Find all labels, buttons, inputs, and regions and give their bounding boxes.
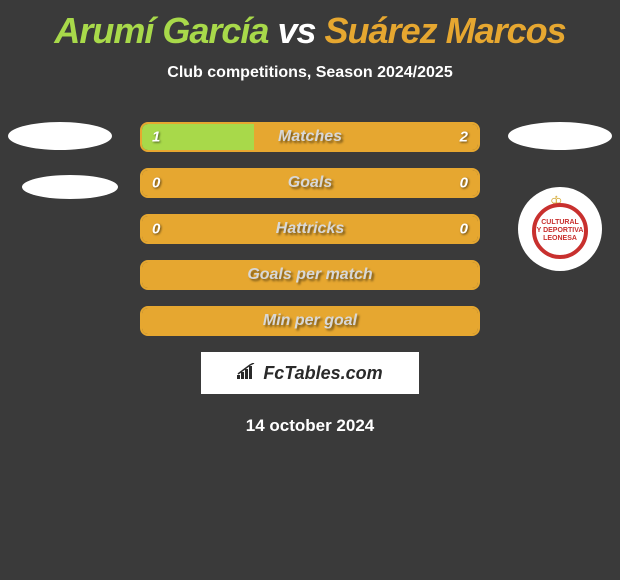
player1-name: Arumí García: [54, 10, 268, 51]
bar-left-value: 0: [152, 175, 160, 192]
crest-text: CULTURALY DEPORTIVALEONESA: [537, 219, 584, 242]
bar-label: Matches: [278, 128, 342, 146]
comparison-content: ♔ CULTURALY DEPORTIVALEONESA 12Matches00…: [0, 122, 620, 436]
player2-name: Suárez Marcos: [325, 10, 566, 51]
bar-right-value: 0: [460, 221, 468, 238]
stat-bar: Min per goal: [140, 306, 480, 336]
player2-badge-top: [508, 122, 612, 150]
stat-bar: 1 2 Matches: [140, 122, 480, 152]
stat-bar: 0 0 Goals: [140, 168, 480, 198]
crest-circle: CULTURALY DEPORTIVALEONESA: [532, 203, 588, 259]
comparison-title: Arumí García vs Suárez Marcos: [0, 0, 620, 52]
comparison-bars: 1 2 Matches 0 0 Goals 0 0 Hattricks Goals per mat…: [140, 122, 480, 336]
bar-left-value: 0: [152, 221, 160, 238]
logo-text: FcTables.com: [263, 363, 382, 384]
bar-left-value: 1: [152, 129, 160, 146]
bar-right-value: 2: [460, 129, 468, 146]
bar-right-value: 0: [460, 175, 468, 192]
stat-bar: Goals per match: [140, 260, 480, 290]
player1-badge-bottom: [22, 175, 118, 199]
stat-bar: 0 0 Hattricks: [140, 214, 480, 244]
bar-label: Goals per match: [247, 266, 372, 284]
player2-club-crest: ♔ CULTURALY DEPORTIVALEONESA: [518, 187, 602, 271]
bar-label: Goals: [288, 174, 332, 192]
vs-text: vs: [277, 10, 315, 51]
player1-badge-top: [8, 122, 112, 150]
club-crest-icon: ♔ CULTURALY DEPORTIVALEONESA: [526, 195, 594, 263]
footer-date: 14 october 2024: [0, 416, 620, 436]
subtitle: Club competitions, Season 2024/2025: [0, 64, 620, 82]
bar-label: Min per goal: [263, 312, 357, 330]
fctables-logo: FcTables.com: [201, 352, 419, 394]
bar-label: Hattricks: [276, 220, 344, 238]
chart-icon: [237, 363, 257, 384]
